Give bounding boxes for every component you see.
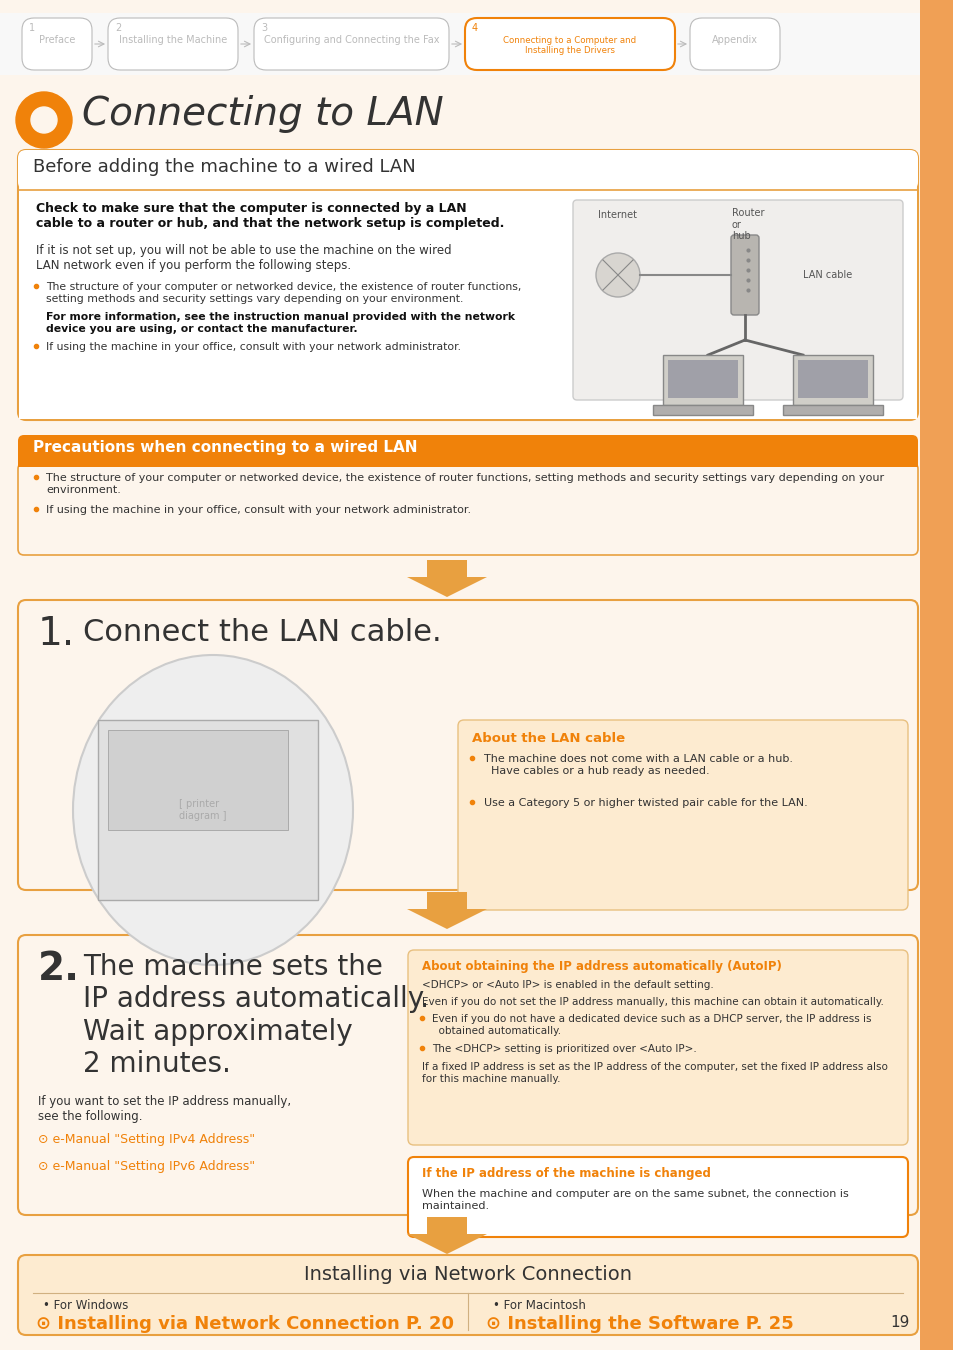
Text: About the LAN cable: About the LAN cable bbox=[472, 732, 624, 745]
Text: The machine does not come with a LAN cable or a hub.
  Have cables or a hub read: The machine does not come with a LAN cab… bbox=[483, 755, 792, 776]
FancyBboxPatch shape bbox=[573, 200, 902, 400]
FancyBboxPatch shape bbox=[18, 150, 917, 190]
Text: 4: 4 bbox=[472, 23, 477, 32]
Polygon shape bbox=[407, 892, 486, 929]
Text: 1.: 1. bbox=[38, 616, 75, 653]
Bar bbox=[919, 0, 953, 1350]
Text: About obtaining the IP address automatically (AutoIP): About obtaining the IP address automatic… bbox=[421, 960, 781, 973]
Text: Configuring and Connecting the Fax: Configuring and Connecting the Fax bbox=[263, 35, 438, 45]
Text: Installing the Machine: Installing the Machine bbox=[119, 35, 227, 45]
Text: Check to make sure that the computer is connected by a LAN
cable to a router or : Check to make sure that the computer is … bbox=[36, 202, 504, 230]
Text: • For Macintosh: • For Macintosh bbox=[493, 1299, 585, 1312]
FancyBboxPatch shape bbox=[18, 150, 917, 420]
Text: <DHCP> or <Auto IP> is enabled in the default setting.: <DHCP> or <Auto IP> is enabled in the de… bbox=[421, 980, 713, 990]
Bar bbox=[98, 720, 317, 900]
Text: If using the machine in your office, consult with your network administrator.: If using the machine in your office, con… bbox=[46, 505, 471, 514]
Text: [ printer
diagram ]: [ printer diagram ] bbox=[179, 799, 227, 821]
Text: Connecting to LAN: Connecting to LAN bbox=[82, 95, 443, 134]
Text: ⊙ Installing via Network Connection P. 20: ⊙ Installing via Network Connection P. 2… bbox=[36, 1315, 454, 1332]
Circle shape bbox=[596, 252, 639, 297]
Bar bbox=[19, 190, 916, 418]
FancyBboxPatch shape bbox=[253, 18, 449, 70]
Text: LAN cable: LAN cable bbox=[802, 270, 851, 279]
Text: 19: 19 bbox=[889, 1315, 909, 1330]
Polygon shape bbox=[407, 560, 486, 597]
Bar bbox=[108, 730, 288, 830]
Text: Connect the LAN cable.: Connect the LAN cable. bbox=[83, 618, 441, 647]
Text: Precautions when connecting to a wired LAN: Precautions when connecting to a wired L… bbox=[33, 440, 417, 455]
Text: If you want to set the IP address manually,
see the following.: If you want to set the IP address manual… bbox=[38, 1095, 291, 1123]
Text: 2.: 2. bbox=[38, 950, 80, 988]
Circle shape bbox=[30, 107, 57, 134]
FancyBboxPatch shape bbox=[18, 435, 917, 467]
Text: 1: 1 bbox=[29, 23, 35, 32]
Text: 2: 2 bbox=[115, 23, 121, 32]
FancyBboxPatch shape bbox=[689, 18, 780, 70]
FancyBboxPatch shape bbox=[408, 950, 907, 1145]
FancyBboxPatch shape bbox=[408, 1157, 907, 1237]
Text: ⊙ e-Manual "Setting IPv4 Address": ⊙ e-Manual "Setting IPv4 Address" bbox=[38, 1133, 254, 1146]
Text: When the machine and computer are on the same subnet, the connection is
maintain: When the machine and computer are on the… bbox=[421, 1189, 848, 1211]
Text: Use a Category 5 or higher twisted pair cable for the LAN.: Use a Category 5 or higher twisted pair … bbox=[483, 798, 807, 809]
Bar bbox=[667, 360, 738, 398]
Ellipse shape bbox=[73, 655, 353, 965]
Text: Appendix: Appendix bbox=[711, 35, 758, 45]
Bar bbox=[662, 355, 742, 405]
FancyBboxPatch shape bbox=[464, 18, 675, 70]
Bar bbox=[792, 355, 872, 405]
Text: If a fixed IP address is set as the IP address of the computer, set the fixed IP: If a fixed IP address is set as the IP a… bbox=[421, 1062, 887, 1084]
Text: If the IP address of the machine is changed: If the IP address of the machine is chan… bbox=[421, 1166, 710, 1180]
Bar bbox=[0, 14, 919, 76]
Text: ⊙ Installing the Software P. 25: ⊙ Installing the Software P. 25 bbox=[485, 1315, 793, 1332]
Text: Even if you do not set the IP address manually, this machine can obtain it autom: Even if you do not set the IP address ma… bbox=[421, 998, 882, 1007]
Text: Before adding the machine to a wired LAN: Before adding the machine to a wired LAN bbox=[33, 158, 416, 176]
Text: Router
or
hub: Router or hub bbox=[731, 208, 763, 242]
Polygon shape bbox=[407, 1216, 486, 1254]
Text: Connecting to a Computer and
Installing the Drivers: Connecting to a Computer and Installing … bbox=[503, 36, 636, 55]
Text: Preface: Preface bbox=[39, 35, 75, 45]
Text: The <DHCP> setting is prioritized over <Auto IP>.: The <DHCP> setting is prioritized over <… bbox=[432, 1044, 696, 1054]
FancyBboxPatch shape bbox=[730, 235, 759, 315]
FancyBboxPatch shape bbox=[22, 18, 91, 70]
Text: If it is not set up, you will not be able to use the machine on the wired
LAN ne: If it is not set up, you will not be abl… bbox=[36, 244, 451, 271]
FancyBboxPatch shape bbox=[18, 463, 917, 555]
Text: The structure of your computer or networked device, the existence of router func: The structure of your computer or networ… bbox=[46, 282, 521, 304]
FancyBboxPatch shape bbox=[18, 1256, 917, 1335]
Bar bbox=[782, 405, 882, 414]
Text: Internet: Internet bbox=[598, 211, 637, 220]
Text: Installing via Network Connection: Installing via Network Connection bbox=[304, 1265, 631, 1284]
Text: The machine sets the
IP address automatically.
Wait approximately
2 minutes.: The machine sets the IP address automati… bbox=[83, 953, 429, 1079]
Text: 3: 3 bbox=[261, 23, 267, 32]
Circle shape bbox=[16, 92, 71, 148]
FancyBboxPatch shape bbox=[18, 936, 917, 1215]
Text: Even if you do not have a dedicated device such as a DHCP server, the IP address: Even if you do not have a dedicated devi… bbox=[432, 1014, 871, 1035]
Text: • For Windows: • For Windows bbox=[43, 1299, 129, 1312]
FancyBboxPatch shape bbox=[108, 18, 237, 70]
Bar bbox=[652, 405, 752, 414]
FancyBboxPatch shape bbox=[457, 720, 907, 910]
Text: The structure of your computer or networked device, the existence of router func: The structure of your computer or networ… bbox=[46, 472, 883, 494]
Bar bbox=[797, 360, 867, 398]
Text: ⊙ e-Manual "Setting IPv6 Address": ⊙ e-Manual "Setting IPv6 Address" bbox=[38, 1160, 254, 1173]
Text: For more information, see the instruction manual provided with the network
devic: For more information, see the instructio… bbox=[46, 312, 515, 333]
Bar bbox=[18, 451, 917, 467]
Text: If using the machine in your office, consult with your network administrator.: If using the machine in your office, con… bbox=[46, 342, 460, 352]
FancyBboxPatch shape bbox=[18, 599, 917, 890]
